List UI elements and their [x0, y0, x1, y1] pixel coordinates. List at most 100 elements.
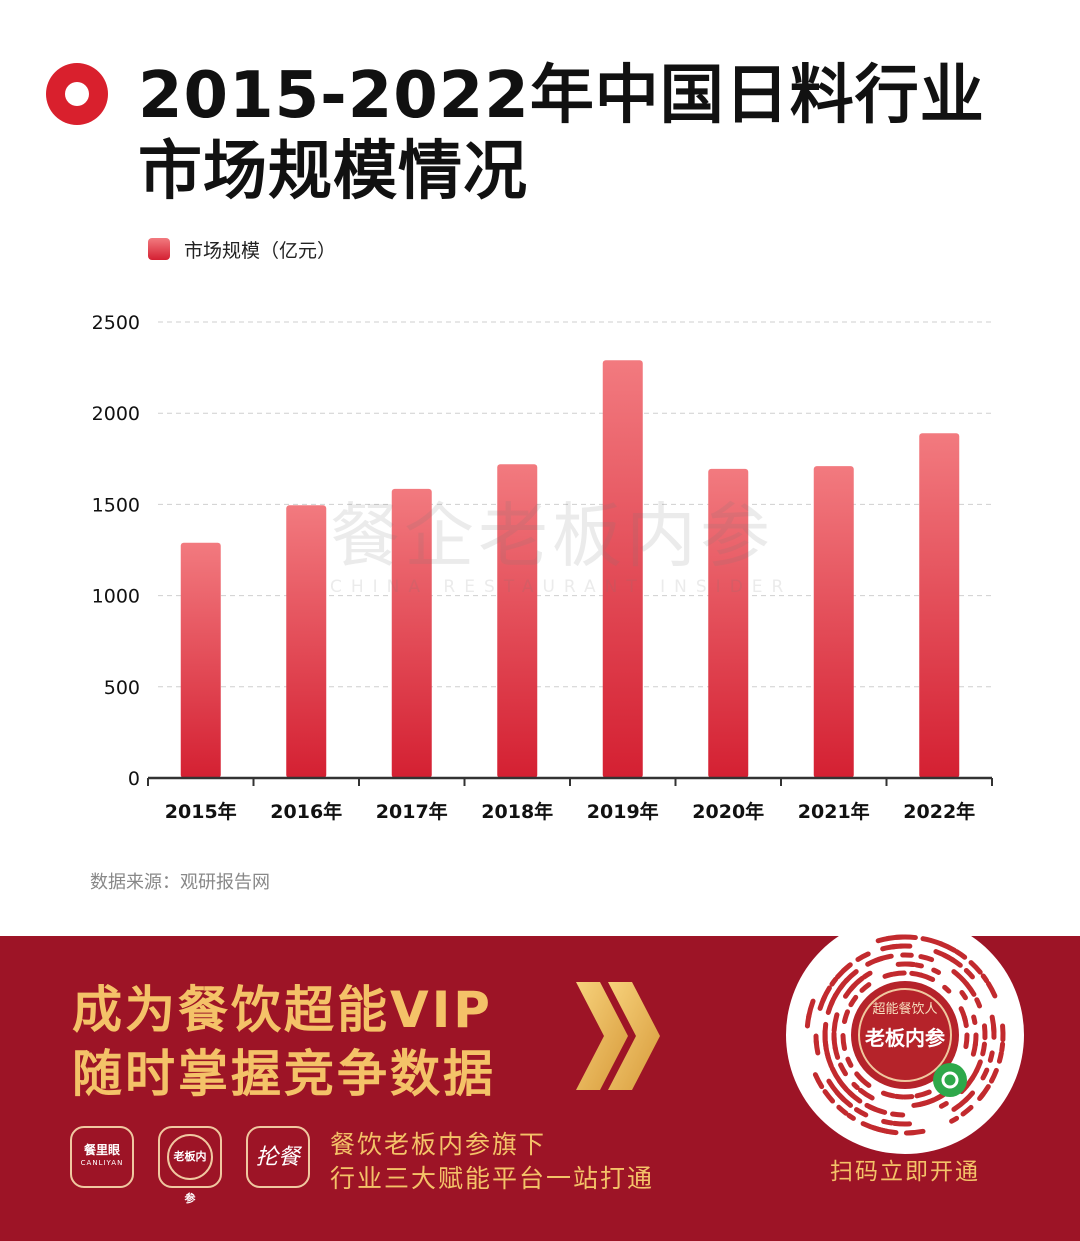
mini-program-badge-icon	[933, 1063, 967, 1097]
qr-code-arc	[860, 1121, 881, 1132]
qr-code-arc	[974, 997, 983, 1009]
bar-2021年	[813, 466, 854, 778]
qr-code-arc	[980, 1041, 987, 1057]
qr-code-arc	[812, 1072, 825, 1090]
y-tick-label: 1500	[92, 494, 140, 516]
bar-2018年	[497, 464, 538, 778]
x-tick-label: 2018年	[481, 800, 553, 823]
qr-code-arc	[873, 955, 885, 963]
qr-seal-center-text: 老板内参	[865, 1026, 945, 1050]
x-tick-label: 2016年	[270, 800, 342, 823]
lunzan-logo-text: 抡餐	[255, 1144, 300, 1170]
qr-code-arc	[938, 1101, 949, 1109]
x-tick-label: 2019年	[587, 800, 659, 823]
qr-code-arc	[836, 1104, 849, 1116]
qr-seal-disc	[851, 981, 959, 1089]
qr-code-arc	[822, 1089, 836, 1104]
qr-code-arc	[980, 1067, 990, 1081]
qr-code-arc	[841, 1009, 851, 1025]
qr-code-arc	[859, 982, 872, 993]
qr-code-arc	[861, 970, 873, 980]
bar-2017年	[391, 488, 432, 778]
platform-text: 餐饮老板内参旗下 行业三大赋能平台一站打通	[330, 1128, 654, 1196]
platform-line-2: 行业三大赋能平台一站打通	[330, 1164, 655, 1193]
x-tick-label: 2022年	[903, 800, 975, 823]
qr-code-arc	[968, 960, 983, 975]
qr-code-arc	[840, 1033, 847, 1051]
qr-code-arc	[988, 1067, 999, 1084]
bar-2020年	[708, 468, 749, 778]
canliyan-logo[interactable]: 餐里眼 CANLIYAN	[70, 1126, 134, 1188]
qr-code-arc	[826, 1078, 840, 1096]
qr-code-arc	[954, 949, 968, 960]
y-tick-label: 1000	[92, 586, 140, 608]
qr-code-arc	[831, 1012, 840, 1033]
qr-code-arc	[918, 972, 936, 983]
qr-code-arc	[864, 1102, 879, 1113]
x-tick-label: 2017年	[376, 800, 448, 823]
record-circle-icon	[46, 63, 108, 125]
qr-code-arc	[851, 1081, 860, 1091]
platform-logos: 餐里眼 CANLIYAN 老板内参 抡餐	[70, 1126, 310, 1205]
qr-code-arc	[891, 970, 907, 977]
qr-code-arc	[848, 975, 865, 992]
qr-code-arc	[891, 1120, 913, 1127]
y-tick-label: 2000	[92, 403, 140, 425]
qr-code-arc	[838, 1062, 848, 1077]
qr-seal-ring	[858, 988, 952, 1082]
lunzan-logo[interactable]: 抡餐	[246, 1126, 310, 1188]
qr-code-arc	[829, 1065, 843, 1085]
qr-code-arc	[853, 1107, 869, 1118]
qr-code-arc	[854, 1071, 872, 1088]
page-title: 2015-2022年中国日料行业 市场规模情况	[138, 58, 1038, 210]
bar-2019年	[602, 360, 643, 778]
promo-text: 成为餐饮超能VIP 随时掌握竞争数据	[72, 978, 496, 1106]
qr-code-arc	[820, 985, 832, 1003]
qr-code-arc	[882, 971, 895, 979]
qr-code-arc	[951, 1097, 969, 1112]
qr-code-arc	[951, 969, 963, 980]
bar-chart: 0 500 1000 1500 2000 2500 2015年 2016年 2017年 2018年…	[92, 312, 993, 823]
qr-code-arc	[914, 1089, 932, 1099]
mini-program-glyph	[941, 1071, 959, 1089]
qr-code-arc	[880, 1090, 897, 1099]
qr-code-arc	[964, 981, 977, 997]
qr-code-arc	[913, 962, 924, 969]
qr-code-arc	[855, 951, 871, 962]
insider-seal-text: 老板内参	[167, 1134, 213, 1205]
qr-code-arc	[981, 1023, 988, 1041]
qr-code-arc	[942, 984, 952, 994]
qr-code-arc	[960, 1104, 974, 1117]
qr-code-arc	[931, 967, 942, 975]
x-tick-label: 2020年	[692, 800, 764, 823]
legend-label: 市场规模（亿元）	[184, 239, 337, 262]
double-chevron-right-icon[interactable]	[572, 976, 662, 1096]
qr-code-arc	[806, 998, 816, 1020]
qr-code-arc	[963, 967, 975, 980]
qr-code-arc	[911, 1100, 928, 1108]
qr-code-arc	[846, 1112, 856, 1121]
qr-code-arc	[843, 969, 859, 984]
legend-swatch	[148, 238, 170, 260]
qr-code-arc	[985, 980, 998, 999]
promo-banner: 成为餐饮超能VIP 随时掌握竞争数据 餐里眼 CANLIYAN 老板内参 抡餐 …	[0, 916, 1080, 1241]
qr-code-arc	[882, 953, 894, 961]
qr-code-arc	[970, 1041, 978, 1057]
y-tick-label: 500	[104, 677, 140, 699]
qr-caption: 扫码立即开通	[830, 1159, 980, 1185]
qr-code-arc	[949, 1115, 960, 1124]
qr-code-arc	[841, 962, 853, 973]
qr-code-arc	[987, 1050, 995, 1063]
qr-code-arc	[959, 990, 968, 1001]
qr-code[interactable]: 超能餐饮人 老板内参	[786, 916, 1024, 1154]
qr-code-arc	[963, 1032, 970, 1050]
qr-code-arc	[893, 1093, 906, 1100]
insider-seal-logo[interactable]: 老板内参	[158, 1126, 222, 1205]
qr-code-arc	[845, 1056, 854, 1068]
qr-code-arc	[829, 976, 839, 987]
qr-code-arc	[961, 1014, 969, 1029]
x-tick-label: 2021年	[798, 800, 870, 823]
canliyan-logo-cn: 餐里眼	[83, 1143, 120, 1157]
qr-code-arc	[918, 954, 935, 963]
